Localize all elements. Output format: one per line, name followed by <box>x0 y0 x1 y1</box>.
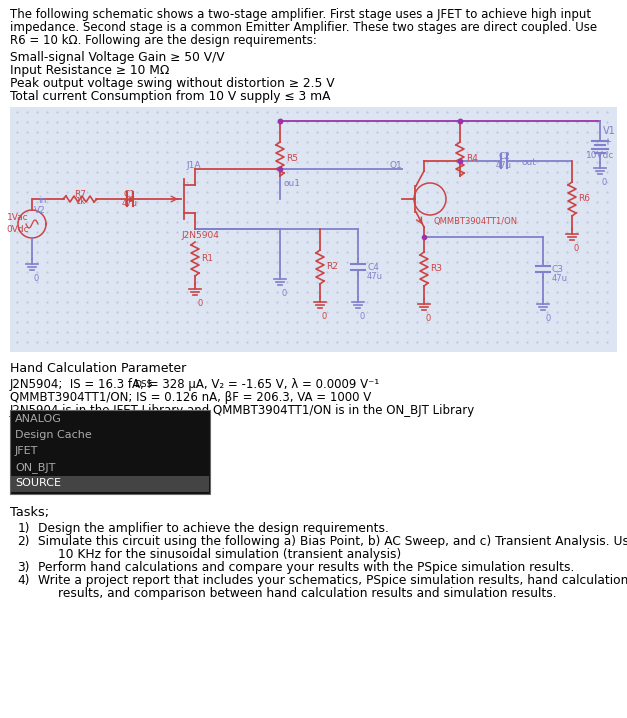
Text: V2: V2 <box>34 206 46 215</box>
Text: 2): 2) <box>18 535 30 548</box>
Text: Input Resistance ≥ 10 MΩ: Input Resistance ≥ 10 MΩ <box>10 64 169 77</box>
Text: 47u: 47u <box>122 199 138 208</box>
Text: J2N5904;  IS = 16.3 fA, I: J2N5904; IS = 16.3 fA, I <box>10 378 152 391</box>
Text: Perform hand calculations and compare your results with the PSpice simulation re: Perform hand calculations and compare yo… <box>38 561 574 574</box>
Text: JFET: JFET <box>15 446 38 456</box>
Text: DSS: DSS <box>134 380 152 389</box>
Text: Tasks;: Tasks; <box>10 506 49 519</box>
Text: in: in <box>38 196 46 205</box>
Text: Peak output voltage swing without distortion ≥ 2.5 V: Peak output voltage swing without distor… <box>10 77 335 90</box>
Text: results, and comparison between hand calculation results and simulation results.: results, and comparison between hand cal… <box>58 587 557 600</box>
Text: 0Vdc: 0Vdc <box>6 225 29 233</box>
Text: ON_BJT: ON_BJT <box>15 462 55 473</box>
Bar <box>10 107 617 352</box>
Text: Q1: Q1 <box>390 161 403 170</box>
Text: 10 KHz for the sinusoidal simulation (transient analysis): 10 KHz for the sinusoidal simulation (tr… <box>58 548 401 561</box>
Text: Small-signal Voltage Gain ≥ 50 V/V: Small-signal Voltage Gain ≥ 50 V/V <box>10 51 224 64</box>
Text: 0: 0 <box>322 312 327 321</box>
Text: C3: C3 <box>552 265 564 274</box>
Text: 0: 0 <box>282 289 287 298</box>
Text: R5: R5 <box>286 154 298 163</box>
Bar <box>11 476 209 492</box>
Text: C2: C2 <box>498 152 510 161</box>
Text: Simulate this circuit using the following a) Bias Point, b) AC Sweep, and c) Tra: Simulate this circuit using the followin… <box>38 535 627 548</box>
Text: = 328 μA, V₂ = -1.65 V, λ = 0.0009 V⁻¹: = 328 μA, V₂ = -1.65 V, λ = 0.0009 V⁻¹ <box>145 378 379 391</box>
Text: 47u: 47u <box>496 161 512 170</box>
Text: R4: R4 <box>466 154 478 163</box>
Text: 3): 3) <box>18 561 30 574</box>
Text: 4): 4) <box>18 574 30 587</box>
Text: QMMBT3904TT1/ON; IS = 0.126 nA, βF = 206.3, VA = 1000 V: QMMBT3904TT1/ON; IS = 0.126 nA, βF = 206… <box>10 391 371 404</box>
Text: C1: C1 <box>124 190 136 199</box>
Text: QMMBT3904TT1/ON: QMMBT3904TT1/ON <box>433 217 517 226</box>
Bar <box>10 410 210 494</box>
Text: The following schematic shows a two-stage amplifier. First stage uses a JFET to : The following schematic shows a two-stag… <box>10 8 591 21</box>
Text: Hand Calculation Parameter: Hand Calculation Parameter <box>10 362 186 375</box>
Text: 47u: 47u <box>552 274 568 283</box>
Text: R2: R2 <box>326 262 338 271</box>
Text: impedance. Second stage is a common Emitter Amplifier. These two stages are dire: impedance. Second stage is a common Emit… <box>10 21 597 34</box>
Text: J1A: J1A <box>186 161 201 170</box>
Text: R1: R1 <box>201 254 213 263</box>
Text: 0: 0 <box>602 178 608 187</box>
Text: R6: R6 <box>578 194 590 203</box>
Text: R3: R3 <box>430 264 442 273</box>
Text: J2N5904: J2N5904 <box>181 231 219 240</box>
Text: 0: 0 <box>197 299 203 308</box>
Text: C4: C4 <box>367 263 379 272</box>
Text: V1: V1 <box>603 126 616 136</box>
Text: 1): 1) <box>18 522 30 535</box>
Text: 1k: 1k <box>75 197 85 206</box>
Text: 0: 0 <box>426 314 431 323</box>
Text: 47u: 47u <box>367 272 383 281</box>
Text: J2N5904 is in the JFET Library and QMMBT3904TT1/ON is in the ON_BJT Library: J2N5904 is in the JFET Library and QMMBT… <box>10 404 475 417</box>
Text: 0: 0 <box>545 314 551 323</box>
Text: Design the amplifier to achieve the design requirements.: Design the amplifier to achieve the desi… <box>38 522 389 535</box>
Text: +: + <box>603 137 611 147</box>
Text: 10Vdc: 10Vdc <box>586 151 614 160</box>
Text: 0: 0 <box>360 312 366 321</box>
Text: SOURCE: SOURCE <box>15 478 61 488</box>
Text: Write a project report that includes your schematics, PSpice simulation results,: Write a project report that includes you… <box>38 574 627 587</box>
Text: 0: 0 <box>574 244 579 253</box>
Text: R6 = 10 kΩ. Following are the design requirements:: R6 = 10 kΩ. Following are the design req… <box>10 34 317 47</box>
Text: 1Vac: 1Vac <box>8 213 29 221</box>
Text: Design Cache: Design Cache <box>15 430 92 440</box>
Text: 0: 0 <box>34 274 40 283</box>
Text: ANALOG: ANALOG <box>15 414 62 424</box>
Text: ou1: ou1 <box>283 179 300 188</box>
Text: Total current Consumption from 10 V supply ≤ 3 mA: Total current Consumption from 10 V supp… <box>10 90 330 103</box>
Text: out: out <box>522 158 537 167</box>
Text: R7: R7 <box>74 190 86 199</box>
